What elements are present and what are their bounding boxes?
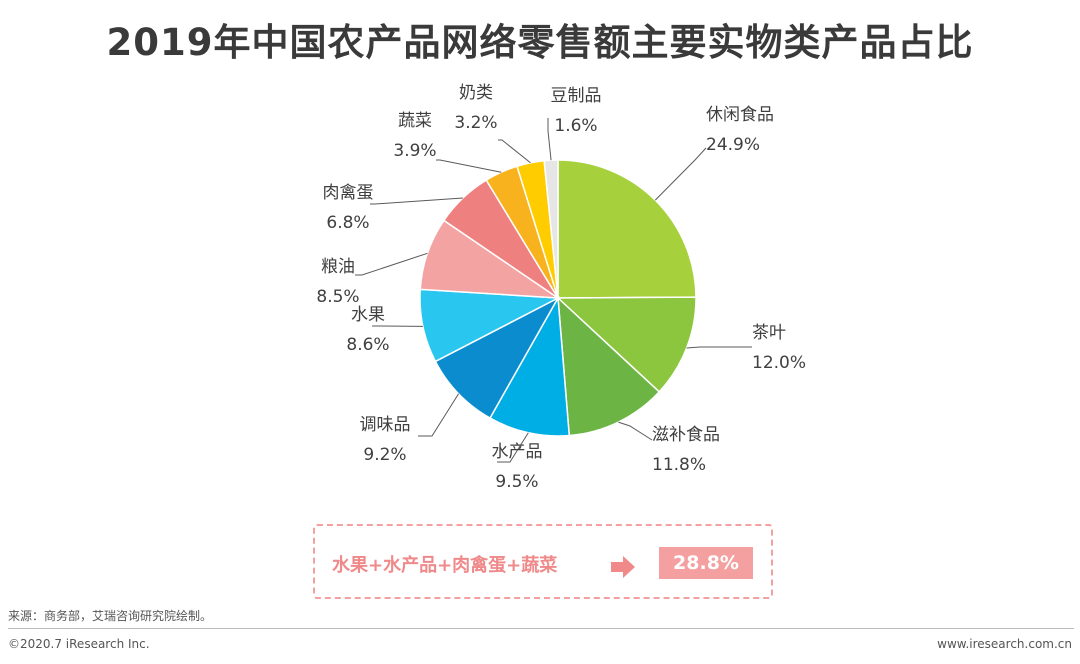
slice-value-label: 3.2%: [454, 113, 497, 133]
leader-line: [618, 421, 653, 441]
chart-title: 2019年中国农产品网络零售额主要实物类产品占比: [106, 21, 974, 64]
leader-line: [547, 118, 552, 161]
leader-line: [355, 252, 428, 276]
slice-label: 豆制品: [551, 86, 602, 106]
slice-label: 水产品: [492, 442, 543, 462]
slice-label: 粮油: [321, 257, 355, 277]
slice-value-label: 9.2%: [363, 445, 406, 465]
slice-value-label: 8.6%: [346, 335, 389, 355]
leader-line: [418, 393, 460, 437]
slice-value-label: 9.5%: [495, 472, 538, 492]
leader-line: [686, 346, 752, 349]
pie-slice: [543, 159, 559, 299]
slice-value-label: 12.0%: [752, 353, 806, 373]
pie-slice: [557, 159, 697, 299]
leader-line: [498, 139, 531, 164]
pie-slice: [434, 296, 560, 420]
slice-value-label: 8.5%: [316, 287, 359, 307]
slice-label: 奶类: [459, 83, 493, 103]
summary-formula: 水果+水产品+肉禽蛋+蔬菜: [332, 555, 558, 576]
source-note: 来源：商务部，艾瑞咨询研究院绘制。: [8, 609, 213, 623]
slice-label: 休闲食品: [706, 105, 774, 125]
slice-value-label: 6.8%: [326, 213, 369, 233]
pie-slice: [488, 295, 571, 437]
slice-label: 滋补食品: [652, 425, 720, 445]
pie-slice: [557, 296, 661, 437]
slice-value-label: 1.6%: [554, 116, 597, 136]
slice-label: 茶叶: [752, 323, 786, 343]
slice-value-label: 24.9%: [706, 135, 760, 155]
slice-value-label: 11.8%: [652, 455, 706, 475]
summary-value: 28.8%: [659, 547, 753, 579]
leader-line: [497, 432, 529, 463]
leader-line: [654, 147, 707, 201]
footer-divider: [8, 628, 1074, 629]
leader-line: [370, 197, 463, 205]
right-arrow-icon: [611, 556, 635, 578]
website: www.iresearch.com.cn: [937, 637, 1072, 651]
slice-label: 蔬菜: [398, 111, 432, 131]
copyright: ©2020.7 iResearch Inc.: [8, 637, 150, 651]
slice-label: 调味品: [360, 415, 411, 435]
slice-label: 肉禽蛋: [323, 183, 374, 203]
leader-line: [436, 159, 502, 173]
pie-slice: [556, 296, 697, 393]
summary-box: [313, 524, 773, 599]
slice-label: 水果: [351, 305, 385, 325]
slice-value-label: 3.9%: [393, 141, 436, 161]
